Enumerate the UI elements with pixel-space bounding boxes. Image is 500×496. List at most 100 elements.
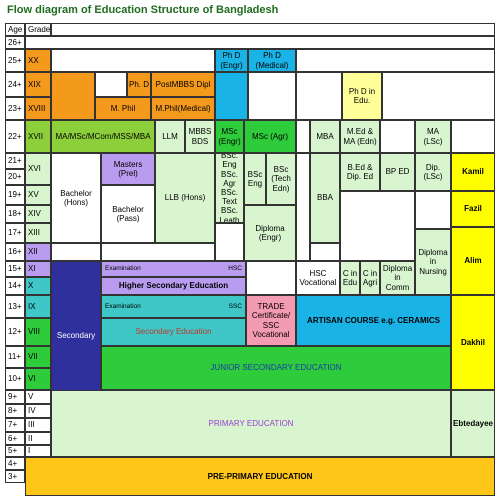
phd-edu-block: Ph D in Edu. — [342, 72, 382, 120]
age-cell: 22+ — [5, 120, 25, 153]
bped-block: BP ED — [380, 153, 415, 191]
bachelor-hons-block: Bachelor (Hons) — [51, 153, 101, 243]
phd-general-orange — [51, 72, 95, 120]
grade-cell: XVI — [25, 153, 51, 185]
age-cell: 13+ — [5, 295, 25, 318]
hsc-vocational-block: HSC Vocational — [296, 261, 340, 295]
artisan-block: ARTISAN COURSE e.g. CERAMICS — [296, 295, 451, 346]
postmbbs-block: PostMBBS Dipl — [151, 72, 215, 97]
blank-xvii-a — [296, 120, 310, 153]
age-cell: 6+ — [5, 432, 25, 445]
grade-cell: XVIII — [25, 97, 51, 120]
mphil-medical-block: M.Phil(Medical) — [151, 97, 215, 120]
mbbs-block: MBBS BDS — [185, 120, 215, 153]
grade-cell: VI — [25, 368, 51, 390]
hsc-label: HSC — [228, 265, 242, 273]
blank-xvi-a — [296, 153, 310, 261]
blank-xiii-b — [51, 243, 101, 261]
age-cell: 15+ — [5, 261, 25, 277]
llm-block: LLM — [155, 120, 185, 153]
blank-xv-b — [340, 191, 415, 261]
age-cell: 5+ — [5, 445, 25, 457]
phd-medical-block: Ph D (Medical) — [248, 49, 296, 72]
phd-engr-block: Ph D (Engr) — [215, 49, 248, 72]
age-cell: 19+ — [5, 185, 25, 205]
alim-block: Alim — [451, 227, 495, 295]
ma-lsc-block: MA (LSc) — [415, 120, 451, 153]
grade-cell: V — [25, 390, 51, 404]
blank-right — [382, 72, 495, 120]
fazil-block: Fazil — [451, 191, 495, 227]
grade-cell: XI — [25, 261, 51, 277]
phd-block: Ph. D — [127, 72, 151, 97]
junior-secondary-block: JUNIOR SECONDARY EDUCATION — [101, 346, 451, 390]
blank-medical — [248, 72, 296, 120]
primary-block: PRIMARY EDUCATION — [51, 390, 451, 457]
age-cell: 17+ — [5, 223, 25, 243]
age-cell: 11+ — [5, 346, 25, 368]
mphil-block: M. Phil — [95, 97, 151, 120]
bed-block: B.Ed & Dip. Ed — [340, 153, 380, 191]
bba-block: BBA — [310, 153, 340, 243]
grade-cell: III — [25, 418, 51, 432]
age-header: Age — [5, 23, 25, 36]
age-cell: 18+ — [5, 205, 25, 223]
c-agri-block: C in Agri — [360, 261, 380, 295]
age-cell: 26+ — [5, 36, 25, 49]
age-cell: 20+ — [5, 169, 25, 185]
bsc-eng-block: BSc Eng — [244, 153, 266, 205]
dip-nursing-block: Diploma in Nursing — [415, 229, 451, 295]
mba-block: MBA — [310, 120, 340, 153]
age-cell: 4+ — [5, 457, 25, 470]
engr-doctoral-cyan — [215, 72, 248, 120]
age-cell: 14+ — [5, 277, 25, 295]
blank-xii-a — [246, 261, 296, 295]
age-cell: 24+ — [5, 72, 25, 97]
age-cell: 12+ — [5, 318, 25, 346]
hsc-exam-label: Examination — [105, 265, 141, 273]
blank-xiii-a — [215, 223, 244, 261]
ssc-label: SSC — [228, 302, 242, 310]
ebtedayee-block: Ebtedayee — [451, 390, 495, 457]
hsc-exam-bar: Examination HSC — [101, 261, 246, 277]
age-cell: 8+ — [5, 404, 25, 418]
grade-cell: XV — [25, 185, 51, 205]
diploma-engr-block: Diploma (Engr) — [244, 205, 296, 261]
grade-cell: XIX — [25, 72, 51, 97]
age-cell: 16+ — [5, 243, 25, 261]
grade-cell: VII — [25, 346, 51, 368]
med-block: M.Ed & MA (Edn) — [340, 120, 380, 153]
age-cell: 7+ — [5, 418, 25, 432]
grade-cell: VIII — [25, 318, 51, 346]
secondary-vertical-block: Secondary — [51, 261, 101, 411]
blank-xvii-c — [451, 120, 495, 153]
blank-xv-c — [415, 191, 451, 229]
ssc-exam-label: Examination — [105, 302, 141, 310]
grade-cell: XIV — [25, 205, 51, 223]
blank-top — [51, 49, 215, 72]
grade-cell: I — [25, 445, 51, 457]
secondary-education-block: Secondary Education — [101, 318, 246, 346]
age-cell: 10+ — [5, 368, 25, 390]
grade-cell: X — [25, 277, 51, 295]
bsc-list-block: BSc. Eng BSc. Agr BSc. Text BSc. Leath — [215, 153, 244, 223]
dip-comm-block: Diploma in Comm — [380, 261, 415, 295]
blank-xix — [95, 72, 127, 97]
blank-mid — [296, 72, 342, 120]
age-cell: 9+ — [5, 390, 25, 404]
blank-xiii-c — [101, 243, 215, 261]
grade-cell: IX — [25, 295, 51, 318]
bsc-tech-block: BSc (Tech Edn) — [266, 153, 296, 205]
blank-xiii-d — [310, 243, 340, 261]
bachelor-pass-block: Bachelor (Pass) — [101, 185, 155, 243]
pre-primary-block: PRE-PRIMARY EDUCATION — [25, 457, 495, 496]
higher-secondary-block: Higher Secondary Education — [101, 277, 246, 295]
grade-header: Grade — [25, 23, 51, 36]
blank-top-right — [296, 49, 495, 72]
grade-cell: XVII — [25, 120, 51, 153]
dip-lsc-block: Dip. (LSc) — [415, 153, 451, 191]
age-cell: 25+ — [5, 49, 25, 72]
grade-cell: IV — [25, 404, 51, 418]
blank-xvii-b — [380, 120, 415, 153]
row-26-blank — [25, 36, 495, 49]
